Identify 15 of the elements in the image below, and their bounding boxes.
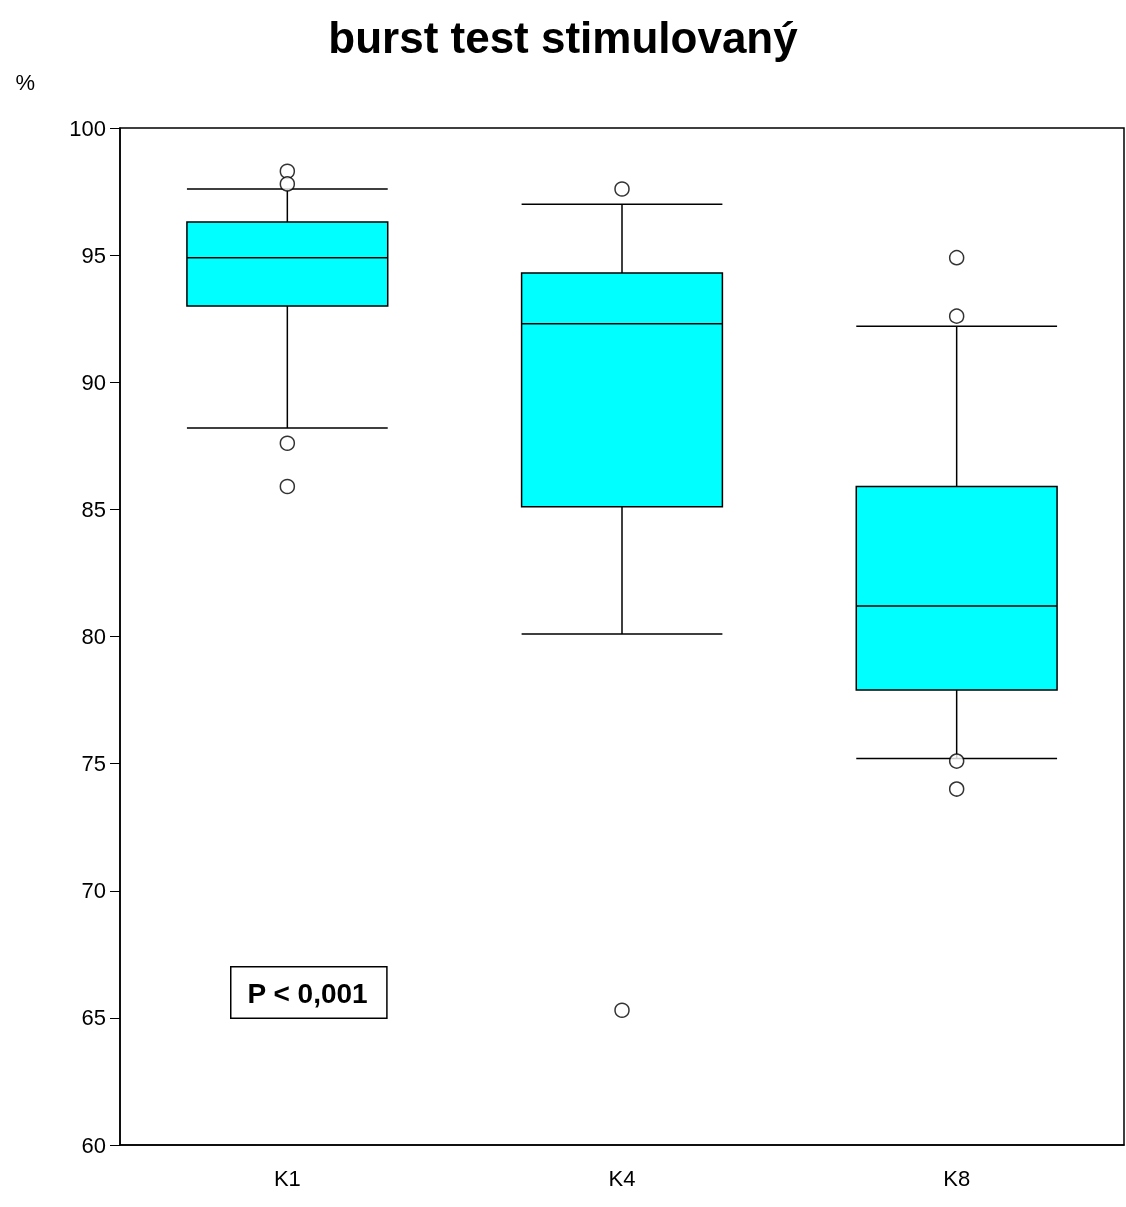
- y-tick-label: 60: [81, 1132, 106, 1158]
- y-tick-label: 65: [81, 1005, 106, 1031]
- x-tick-label: K1: [273, 1165, 301, 1191]
- chart-title: burst test stimulovaný: [328, 12, 799, 62]
- annotation: P < 0,001: [247, 978, 368, 1009]
- y-tick-label: 70: [81, 878, 106, 904]
- y-tick-label: 85: [81, 496, 106, 522]
- y-tick-label: 100: [69, 115, 106, 141]
- x-tick-label: K4: [608, 1165, 636, 1191]
- y-axis-title: %: [15, 69, 35, 95]
- y-tick-label: 90: [81, 369, 106, 395]
- x-tick-label: K8: [943, 1165, 971, 1191]
- y-tick-label: 95: [81, 242, 106, 268]
- y-tick-label: 80: [81, 624, 106, 649]
- y-tick-label: 75: [81, 751, 106, 777]
